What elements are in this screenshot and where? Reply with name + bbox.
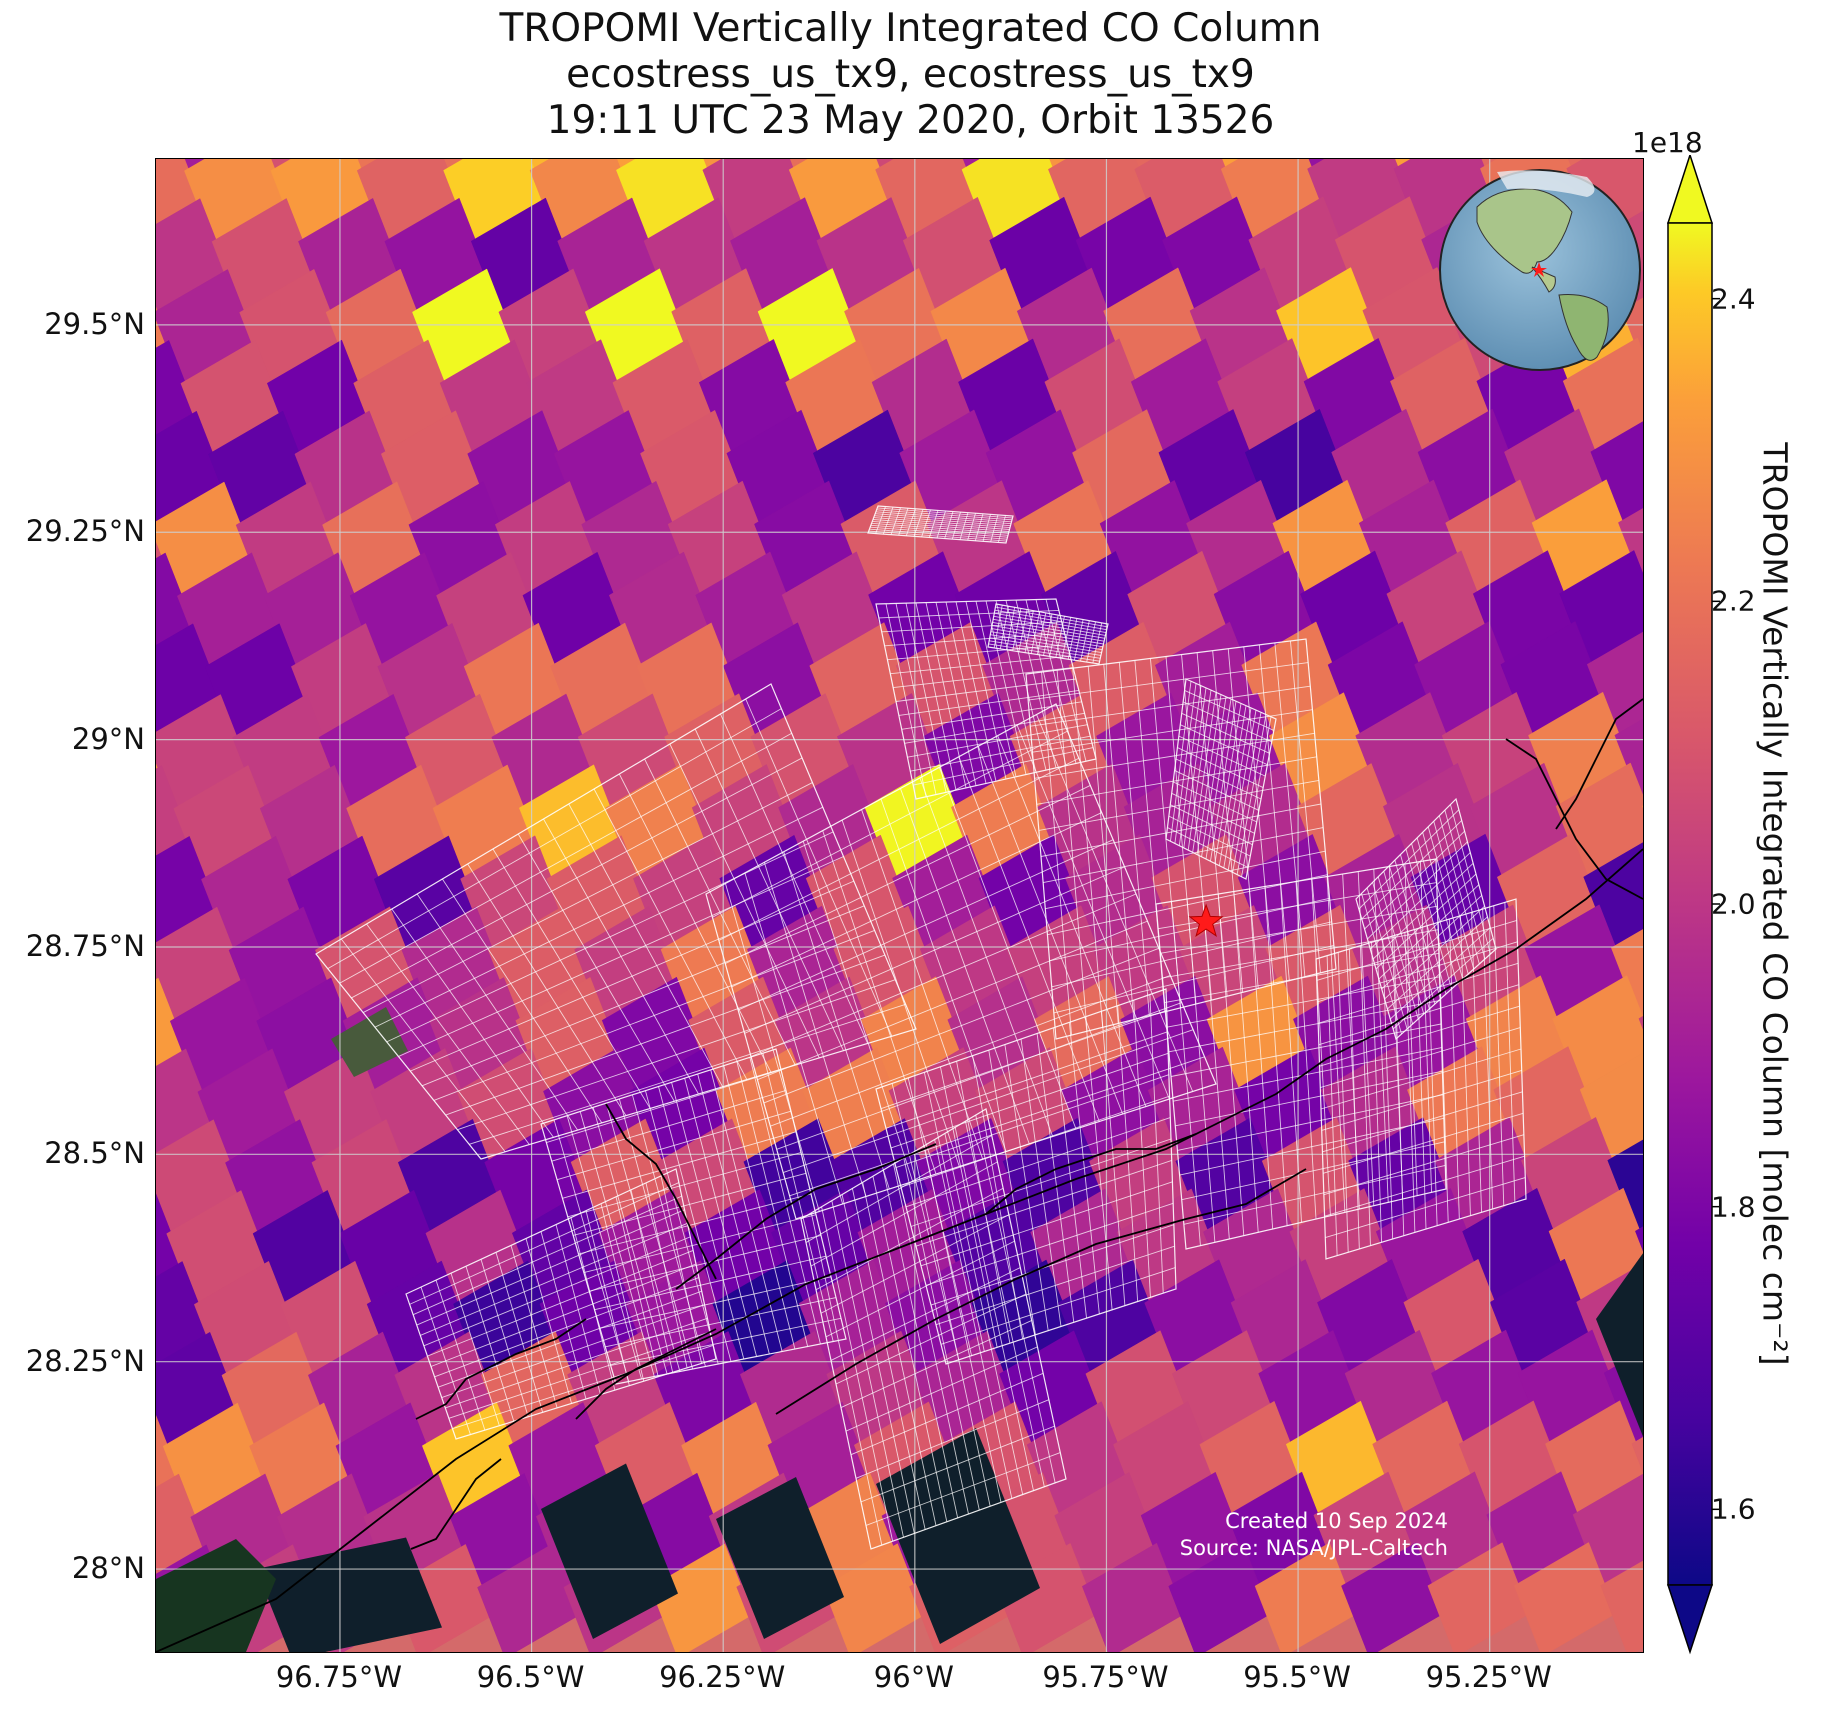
chart-title: TROPOMI Vertically Integrated CO Column … bbox=[0, 6, 1821, 144]
data-source: Source: NASA/JPL-Caltech bbox=[1179, 1536, 1448, 1560]
lon-tick-label: 96.75°W bbox=[275, 1660, 403, 1694]
co-pixel bbox=[1600, 1560, 1643, 1652]
coastline-segment bbox=[985, 1133, 1197, 1215]
co-pixel bbox=[1638, 1015, 1643, 1030]
colorbar-extend-max bbox=[1666, 155, 1714, 224]
colorbar-tick-label: 2.4 bbox=[1711, 282, 1756, 316]
lat-lon-gridlines bbox=[156, 159, 1643, 1652]
credits: Created 10 Sep 2024 Source: NASA/JPL-Cal… bbox=[1180, 1508, 1448, 1562]
swath-scene bbox=[315, 683, 917, 1160]
lat-tick-label: 29.5°N bbox=[44, 306, 145, 341]
site-star-icon bbox=[1188, 903, 1224, 938]
land-imagery-patch bbox=[331, 1007, 408, 1077]
lat-tick-label: 28°N bbox=[71, 1551, 145, 1586]
no-data-cell bbox=[256, 1537, 442, 1652]
lat-tick-label: 29°N bbox=[71, 721, 145, 756]
swath-scene bbox=[800, 1108, 1067, 1550]
lat-tick-label: 28.5°N bbox=[44, 1136, 145, 1171]
ecostress-footprint-grid bbox=[315, 505, 1527, 1550]
colorbar bbox=[1666, 155, 1720, 1655]
co-pixel bbox=[1642, 805, 1643, 809]
colorbar-tick-label: 2.0 bbox=[1711, 887, 1756, 921]
lon-tick-label: 95.5°W bbox=[1243, 1660, 1351, 1694]
lat-tick-label: 28.25°N bbox=[25, 1343, 145, 1378]
title-line-2: ecostress_us_tx9, ecostress_us_tx9 bbox=[566, 52, 1255, 97]
co-column-map bbox=[156, 159, 1643, 1652]
no-data-cell bbox=[1596, 1253, 1643, 1437]
title-line-3: 19:11 UTC 23 May 2020, Orbit 13526 bbox=[546, 98, 1275, 143]
globe-inset-icon bbox=[1439, 169, 1641, 371]
lat-tick-label: 28.75°N bbox=[25, 928, 145, 963]
no-data-cell bbox=[541, 1463, 678, 1639]
colorbar-tick-label: 1.8 bbox=[1711, 1190, 1756, 1224]
colorbar-tick-label: 1.6 bbox=[1711, 1492, 1756, 1526]
coastline-segment bbox=[1505, 738, 1643, 900]
swath-scene bbox=[875, 988, 1177, 1365]
colorbar-gradient bbox=[1667, 222, 1713, 1586]
land-imagery bbox=[156, 1539, 276, 1652]
title-line-1: TROPOMI Vertically Integrated CO Column bbox=[499, 6, 1322, 51]
swath-scene bbox=[987, 603, 1109, 665]
site-marker-star bbox=[1188, 903, 1224, 938]
tropomi-pixels bbox=[156, 159, 1643, 1652]
no-data-cell bbox=[876, 1428, 1040, 1644]
coastline bbox=[156, 698, 1643, 1652]
missing-data-cells bbox=[256, 1253, 1643, 1652]
coastline-segment bbox=[156, 848, 1643, 1652]
lat-tick-label: 29.25°N bbox=[25, 514, 145, 549]
swath-scene bbox=[1155, 858, 1447, 1250]
co-pixel bbox=[1631, 1436, 1643, 1474]
map-panel[interactable]: Created 10 Sep 2024 Source: NASA/JPL-Cal… bbox=[155, 158, 1644, 1653]
co-pixel bbox=[1635, 1226, 1643, 1252]
land-patches bbox=[156, 1007, 408, 1652]
lon-tick-label: 96.5°W bbox=[476, 1660, 585, 1694]
swath-scene bbox=[1315, 898, 1527, 1260]
lon-tick-label: 96.25°W bbox=[659, 1660, 786, 1694]
lon-tick-label: 95.25°W bbox=[1425, 1660, 1552, 1694]
swath-scene bbox=[540, 1048, 847, 1385]
swath-scene bbox=[405, 1168, 717, 1440]
coastline-segment bbox=[415, 1318, 587, 1420]
coastline-segment bbox=[775, 1168, 1307, 1415]
coastline-segment bbox=[1555, 698, 1643, 830]
colorbar-exponent: 1e18 bbox=[1632, 126, 1703, 159]
swath-scene bbox=[705, 703, 1217, 1220]
swath-scene bbox=[1165, 678, 1277, 880]
created-date: Created 10 Sep 2024 bbox=[1225, 1509, 1448, 1533]
lon-tick-label: 96°W bbox=[873, 1660, 954, 1694]
lon-tick-label: 95.75°W bbox=[1042, 1660, 1169, 1694]
swath-scene bbox=[867, 505, 1014, 544]
colorbar-tick-label: 2.2 bbox=[1711, 584, 1756, 618]
coastline-segment bbox=[605, 1103, 717, 1280]
coastline-segment bbox=[575, 1328, 717, 1420]
swath-scene bbox=[1355, 797, 1497, 1041]
no-data-cell bbox=[716, 1477, 844, 1639]
coastline-segment bbox=[410, 1458, 502, 1550]
colorbar-extend-min bbox=[1666, 1584, 1714, 1655]
colorbar-label: TROPOMI Vertically Integrated CO Column … bbox=[1755, 442, 1795, 1366]
